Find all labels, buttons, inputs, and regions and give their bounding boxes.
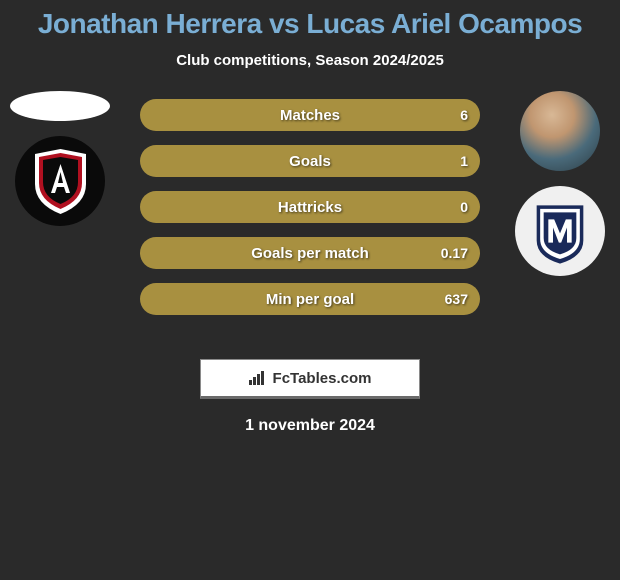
stat-label: Goals <box>140 153 480 170</box>
stat-label: Matches <box>140 107 480 124</box>
stat-right-value: 6 <box>460 107 468 123</box>
stat-row-min-per-goal: Min per goal 637 <box>140 283 480 315</box>
right-player-photo <box>520 91 600 171</box>
left-player-placeholder <box>10 91 110 121</box>
stat-row-hattricks: Hattricks 0 <box>140 191 480 223</box>
date-label: 1 november 2024 <box>0 417 620 435</box>
comparison-card: Jonathan Herrera vs Lucas Ariel Ocampos … <box>0 0 620 435</box>
stat-row-goals: Goals 1 <box>140 145 480 177</box>
fctables-label: FcTables.com <box>273 370 372 387</box>
stat-right-value: 637 <box>445 291 468 307</box>
stat-rows: Matches 6 Goals 1 Hattricks 0 Goals per … <box>140 99 480 315</box>
stat-right-value: 0.17 <box>441 245 468 261</box>
fctables-badge[interactable]: FcTables.com <box>200 359 420 399</box>
monterrey-shield-icon <box>525 196 595 266</box>
stat-right-value: 0 <box>460 199 468 215</box>
right-player-column <box>510 91 610 276</box>
stat-right-value: 1 <box>460 153 468 169</box>
stat-label: Hattricks <box>140 199 480 216</box>
left-player-column <box>10 91 110 226</box>
bar-chart-icon <box>249 371 267 385</box>
stat-label: Min per goal <box>140 291 480 308</box>
page-title: Jonathan Herrera vs Lucas Ariel Ocampos <box>0 8 620 40</box>
subtitle: Club competitions, Season 2024/2025 <box>0 52 620 69</box>
stat-row-goals-per-match: Goals per match 0.17 <box>140 237 480 269</box>
left-club-badge <box>15 136 105 226</box>
stat-label: Goals per match <box>140 245 480 262</box>
stat-row-matches: Matches 6 <box>140 99 480 131</box>
comparison-area: Matches 6 Goals 1 Hattricks 0 Goals per … <box>0 91 620 341</box>
right-club-badge <box>515 186 605 276</box>
atlas-shield-icon <box>33 149 88 214</box>
